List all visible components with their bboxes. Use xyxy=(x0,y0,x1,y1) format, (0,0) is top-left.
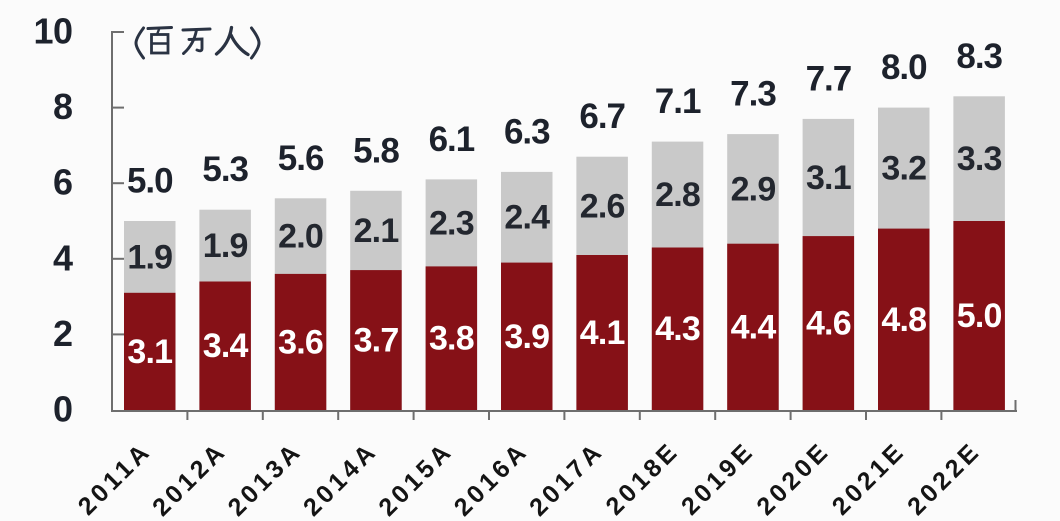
svg-text:8.3: 8.3 xyxy=(956,37,1002,76)
svg-text:7.7: 7.7 xyxy=(806,59,852,98)
svg-text:2.6: 2.6 xyxy=(580,187,625,225)
svg-text:8: 8 xyxy=(53,86,73,127)
svg-text:2.1: 2.1 xyxy=(354,212,399,250)
svg-text:4.6: 4.6 xyxy=(806,305,851,343)
svg-text:3.6: 3.6 xyxy=(278,324,323,362)
svg-text:7.1: 7.1 xyxy=(655,82,701,121)
svg-text:3.9: 3.9 xyxy=(504,318,549,356)
svg-text:2.3: 2.3 xyxy=(429,204,474,242)
svg-text:4.4: 4.4 xyxy=(731,308,777,346)
svg-text:2: 2 xyxy=(53,313,73,354)
svg-text:5.0: 5.0 xyxy=(957,297,1002,335)
svg-text:4: 4 xyxy=(53,237,73,278)
svg-text:5.6: 5.6 xyxy=(278,139,324,178)
svg-text:1.9: 1.9 xyxy=(203,227,248,265)
svg-text:5.0: 5.0 xyxy=(127,162,173,201)
svg-text:5.3: 5.3 xyxy=(202,150,248,189)
svg-text:7.3: 7.3 xyxy=(730,75,776,114)
svg-text:4.1: 4.1 xyxy=(580,314,625,352)
svg-text:2.0: 2.0 xyxy=(278,218,323,256)
svg-text:0: 0 xyxy=(53,389,73,430)
svg-text:6.7: 6.7 xyxy=(579,97,625,136)
svg-text:3.3: 3.3 xyxy=(957,140,1002,178)
svg-text:3.2: 3.2 xyxy=(881,150,926,188)
svg-text:3.7: 3.7 xyxy=(354,322,399,360)
svg-text:8.0: 8.0 xyxy=(881,48,927,87)
svg-text:3.1: 3.1 xyxy=(127,333,172,371)
svg-text:6: 6 xyxy=(53,162,73,203)
svg-text:3.4: 3.4 xyxy=(203,327,249,365)
svg-text:2.8: 2.8 xyxy=(655,176,700,214)
svg-text:4.3: 4.3 xyxy=(655,310,700,348)
svg-text:1.9: 1.9 xyxy=(127,238,172,276)
svg-text:2.9: 2.9 xyxy=(731,170,776,208)
svg-text:2.4: 2.4 xyxy=(504,199,550,237)
svg-text:6.1: 6.1 xyxy=(429,120,475,159)
svg-text:3.1: 3.1 xyxy=(806,159,851,197)
svg-text:10: 10 xyxy=(33,11,72,52)
svg-text:4.8: 4.8 xyxy=(881,301,926,339)
svg-text:3.8: 3.8 xyxy=(429,320,474,358)
svg-text:6.3: 6.3 xyxy=(504,112,550,151)
svg-text:5.8: 5.8 xyxy=(353,131,399,170)
